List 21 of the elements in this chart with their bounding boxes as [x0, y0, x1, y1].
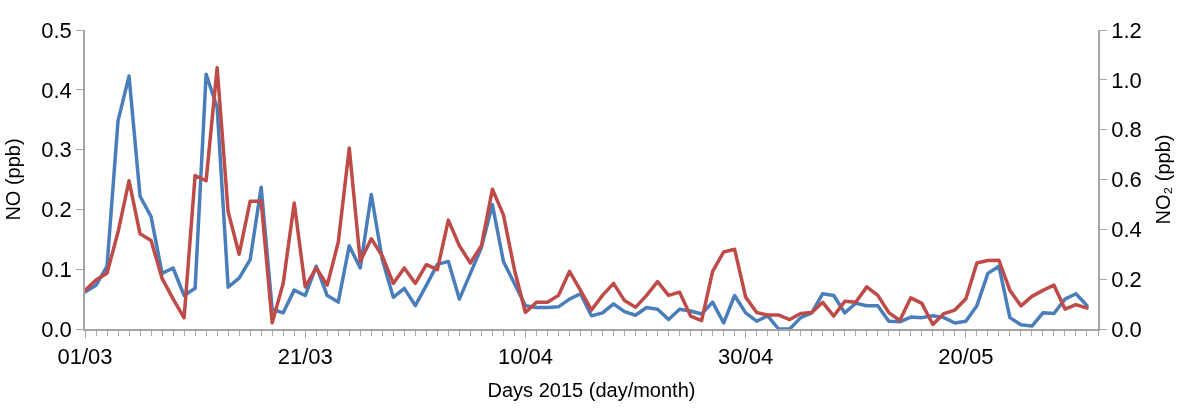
x-tick-label: 01/03: [57, 344, 113, 370]
y2-tick-label: 0.4: [1111, 217, 1142, 243]
y-tick-label: 0.5: [41, 17, 72, 43]
y-tick-label: 0.1: [41, 256, 72, 282]
y2-tick-label: 0.0: [1111, 316, 1142, 342]
y2-axis-title: NO₂ (ppb): [1151, 134, 1174, 225]
y-tick-label: 0.4: [41, 77, 72, 103]
y-tick-label: 0.0: [41, 316, 72, 342]
x-axis-title: Days 2015 (day/month): [487, 379, 696, 402]
y-tick-label: 0.3: [41, 137, 72, 163]
y2-tick-label: 0.8: [1111, 117, 1142, 143]
y-tick-label: 0.2: [41, 197, 72, 223]
y-axis-title: NO (ppb): [2, 138, 25, 221]
x-tick-label: 21/03: [277, 344, 333, 370]
y2-tick-label: 1.0: [1111, 67, 1142, 93]
y2-tick-label: 0.2: [1111, 266, 1142, 292]
y2-tick-label: 0.6: [1111, 167, 1142, 193]
x-tick-label: 10/04: [497, 344, 553, 370]
y2-tick-label: 1.2: [1111, 17, 1142, 43]
x-tick-label: 30/04: [718, 344, 774, 370]
x-tick-label: 20/05: [938, 344, 994, 370]
